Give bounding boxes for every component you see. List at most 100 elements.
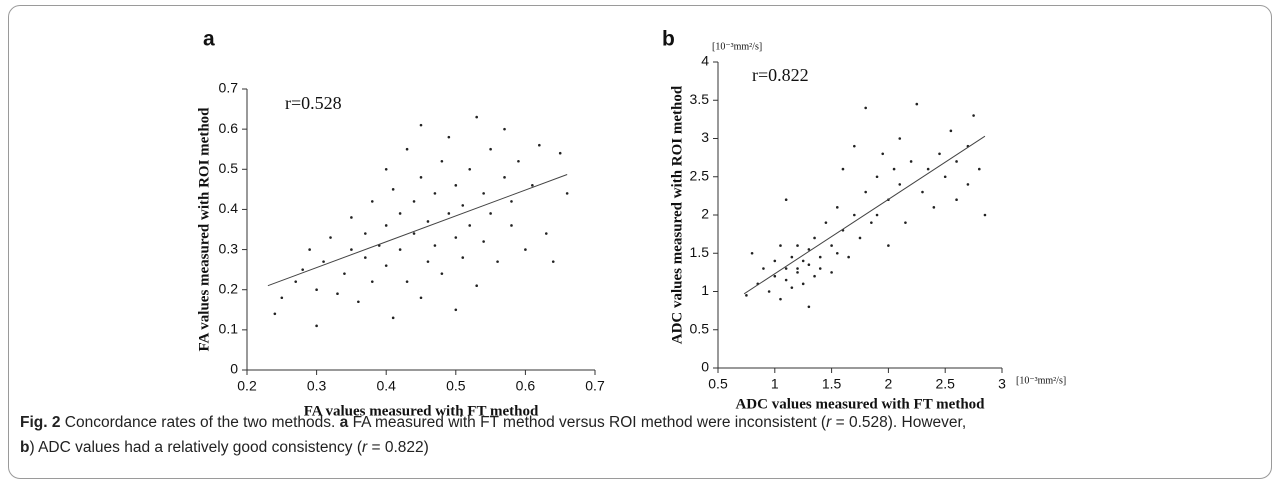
data-point: [807, 263, 811, 267]
data-point: [343, 272, 346, 275]
y-tick-label: 0.4: [219, 200, 239, 216]
data-point: [830, 244, 833, 247]
x-tick-label: 0.2: [237, 378, 257, 394]
data-point: [558, 151, 562, 155]
data-point: [796, 244, 799, 247]
data-point: [875, 175, 879, 179]
data-point: [565, 192, 569, 195]
data-point: [294, 280, 298, 283]
y-tick-label: 0.3: [219, 240, 239, 256]
data-point: [412, 232, 416, 235]
y-tick-label: 0.2: [219, 280, 239, 296]
data-point: [517, 159, 520, 163]
data-point: [796, 267, 799, 270]
data-point: [892, 167, 896, 171]
data-point: [510, 200, 513, 203]
y-tick-label: 0: [230, 361, 238, 377]
caption-text: ) ADC values had a relatively good consi…: [29, 439, 363, 456]
data-point: [853, 144, 856, 148]
data-point: [475, 284, 478, 288]
data-point: [762, 267, 765, 270]
data-point: [818, 255, 822, 259]
data-point: [308, 248, 311, 251]
data-point: [955, 198, 958, 201]
data-point: [807, 248, 811, 251]
data-point: [881, 152, 885, 156]
data-point: [426, 220, 430, 223]
data-point: [398, 248, 402, 251]
data-point: [482, 192, 485, 195]
x-axis-title: FA values measured with FT method: [304, 403, 539, 419]
data-point: [496, 260, 499, 263]
data-point: [887, 244, 890, 247]
data-point: [551, 260, 555, 263]
data-point: [796, 271, 799, 274]
y-tick-label: 0.5: [690, 320, 710, 336]
data-point: [440, 159, 444, 163]
caption: Fig. 2 Concordance rates of the two meth…: [20, 410, 966, 460]
x-tick-label: 2: [885, 376, 893, 392]
data-point: [972, 114, 975, 117]
y-tick-label: 0.1: [219, 321, 239, 337]
data-point: [384, 167, 388, 171]
data-point: [461, 204, 465, 207]
data-point: [955, 160, 958, 163]
data-point: [870, 221, 873, 224]
y-tick-label: 3.5: [690, 91, 710, 107]
y-axis-title: FA values measured with ROI method: [196, 107, 212, 352]
data-point: [767, 290, 771, 293]
data-point: [835, 251, 839, 255]
caption-text: Fig. 2: [20, 414, 61, 431]
x-tick-label: 0.4: [376, 378, 396, 394]
y-tick-label: 0: [701, 359, 709, 375]
data-point: [273, 312, 277, 316]
y-tick-label: 4: [701, 53, 709, 69]
y-tick-label: 0.5: [219, 160, 239, 176]
data-point: [391, 316, 395, 320]
data-point: [830, 271, 833, 274]
data-point: [370, 280, 374, 283]
annotation: r=0.822: [752, 65, 809, 85]
data-point: [801, 259, 805, 263]
data-point: [315, 324, 318, 328]
data-point: [932, 206, 936, 209]
data-point: [813, 236, 816, 240]
data-point: [835, 206, 839, 209]
data-point: [531, 184, 534, 187]
caption-text: = 0.528). However,: [831, 414, 967, 431]
data-point: [779, 297, 782, 301]
data-point: [784, 267, 788, 270]
data-point: [364, 232, 367, 235]
y-axis-title: ADC values measured with ROI method: [669, 85, 685, 344]
data-point: [790, 286, 794, 289]
y-tick-label: 0.6: [219, 120, 239, 136]
data-point: [364, 256, 367, 259]
data-point: [898, 137, 902, 140]
annotation: r=0.528: [285, 93, 342, 113]
data-point: [468, 224, 472, 227]
data-point: [426, 260, 430, 263]
data-point: [357, 300, 360, 304]
data-point: [790, 255, 794, 259]
data-point: [943, 175, 947, 179]
data-point: [398, 212, 402, 215]
x-tick-label: 0.5: [708, 376, 728, 392]
data-point: [858, 236, 862, 240]
data-point: [898, 183, 902, 186]
data-point: [779, 244, 782, 247]
data-point: [482, 240, 485, 243]
data-point: [384, 264, 388, 267]
y-tick-label: 1: [701, 282, 709, 298]
panel-label: b: [662, 28, 675, 51]
data-point: [915, 102, 919, 106]
x-tick-label: 0.5: [446, 378, 466, 394]
data-point: [433, 244, 437, 247]
data-point: [745, 294, 748, 297]
data-point: [921, 190, 924, 194]
x-unit: [10⁻³mm²/s]: [1016, 375, 1066, 386]
data-point: [454, 184, 458, 187]
data-point: [315, 288, 318, 292]
data-point: [454, 308, 458, 312]
